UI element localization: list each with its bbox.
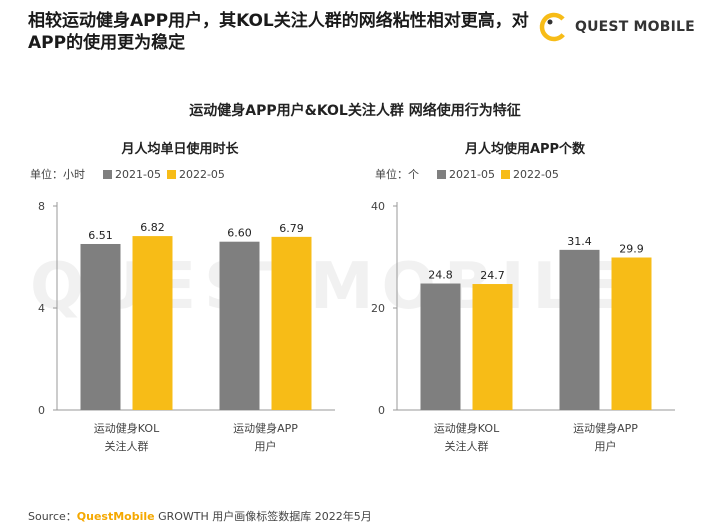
data-label: 6.79 [279,222,304,235]
bar-2021-05 [559,249,600,410]
y-tick-label: 0 [38,404,45,417]
legend-swatch-2022 [166,169,176,179]
y-tick-label: 0 [378,404,385,417]
bar-chart-duration: 0 4 8 6.51 6.82 运动健身KOL 关注人群 6.60 6.79 运动健身APP 用户 [38,200,335,453]
chart-title-left: 月人均单日使用时长 [121,142,239,157]
main-title: 运动健身APP用户&KOL关注人群 网络使用行为特征 [189,103,521,119]
y-tick-label: 40 [371,200,385,213]
bar-2022-05 [611,257,652,410]
chart-title-right: 月人均使用APP个数 [464,142,586,157]
x-category-label: 运动健身APP [233,421,298,435]
x-category-label: 用户 [595,439,617,453]
quest-mobile-logo: QUEST MOBILE [537,10,695,44]
x-category-label: 关注人群 [105,439,149,453]
legend-label-2021: 2021-05 [449,167,495,181]
data-label: 24.7 [480,269,505,282]
bar-chart-app-count: 0 20 40 24.8 24.7 运动健身KOL 关注人群 31.4 29.9 运动健身APP 用… [371,200,675,453]
legend-right: 单位：个 2021-05 2022-05 [375,166,565,182]
y-tick-label: 4 [38,302,45,315]
x-category-label: 运动健身KOL [94,421,160,435]
x-category-label: 运动健身APP [573,421,638,435]
legend-label-2021: 2021-05 [115,167,161,181]
legend-item-2021: 2021-05 [437,168,495,181]
bar-2022-05 [271,236,312,410]
x-category-label: 关注人群 [445,439,489,453]
logo-mark-icon [539,12,569,42]
source-detail: GROWTH 用户画像标签数据库 2022年5月 [154,510,372,523]
source-brand: QuestMobile [76,510,155,523]
data-label: 31.4 [567,235,592,248]
logo-text: QUEST MOBILE [575,19,695,35]
legend-label-2022: 2022-05 [178,167,225,181]
unit-label-right: 单位：个 [375,168,419,181]
data-label: 6.82 [140,221,165,234]
y-tick-label: 20 [371,302,385,315]
legend-swatch-2021 [437,169,446,179]
legend-item-2021: 2021-05 [103,168,161,181]
legend-label-2022: 2022-05 [512,167,559,181]
legend-swatch-2021 [103,169,112,179]
legend-item-2022: 2022-05 [500,167,559,181]
data-label: 24.8 [428,269,453,282]
y-tick-label: 8 [38,200,45,213]
bar-2021-05 [219,241,260,410]
data-label: 6.51 [88,229,113,242]
legend-left: 单位：小时 2021-05 2022-05 [30,166,231,182]
x-category-label: 运动健身KOL [434,421,500,435]
unit-label-left: 单位：小时 [30,168,85,181]
legend-item-2022: 2022-05 [166,167,225,181]
bar-2022-05 [132,236,173,410]
x-category-label: 用户 [255,439,277,453]
legend-swatch-2022 [500,169,510,179]
bar-2021-05 [80,243,121,410]
source-note: Source：QuestMobile GROWTH 用户画像标签数据库 2022… [28,508,372,524]
data-label: 6.60 [227,227,252,240]
data-label: 29.9 [619,243,644,256]
headline: 相较运动健身APP用户，其KOL关注人群的网络粘性相对更高，对APP的使用更为稳… [28,11,529,53]
bar-2022-05 [472,284,513,410]
bar-2021-05 [420,283,461,410]
source-prefix: Source： [28,510,77,523]
